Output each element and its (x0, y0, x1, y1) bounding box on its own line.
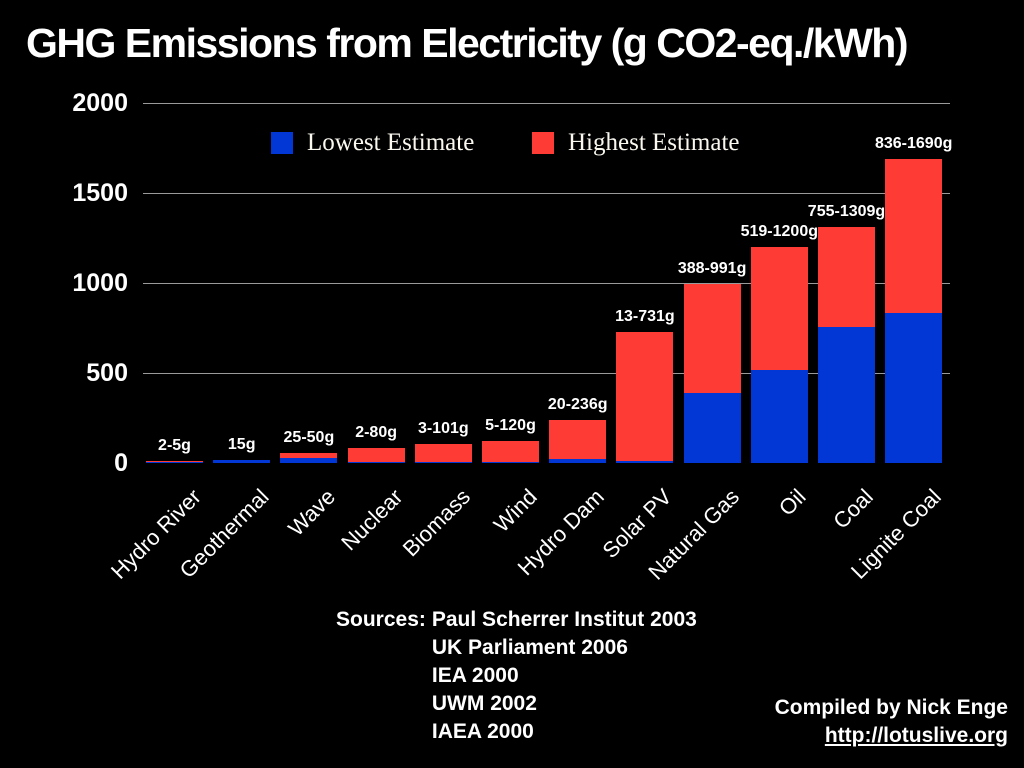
gridline-1500 (143, 193, 950, 194)
source-item: IEA 2000 (431, 664, 519, 687)
bar-value-label-solar-pv: 13-731g (615, 308, 675, 325)
bar-biomass-lowest-segment (414, 462, 472, 463)
bar-lignite-coal-highest-segment (885, 159, 943, 313)
chart-title: GHG Emissions from Electricity (g CO2-eq… (26, 20, 909, 66)
bar-geothermal-lowest-segment (213, 460, 271, 463)
bar-value-label-wave: 25-50g (283, 429, 335, 446)
bar-oil-highest-segment (750, 247, 808, 370)
bar-value-label-hydro-river: 2-5g (158, 437, 191, 454)
bar-wind-highest-segment (482, 441, 539, 462)
bar-nuclear (347, 448, 405, 463)
bar-lignite-coal-lowest-segment (885, 313, 943, 463)
bar-wind (482, 441, 539, 463)
bar-hydro-river-lowest-segment (146, 462, 203, 463)
lotuslive-link[interactable]: http://lotuslive.org (824, 724, 1008, 747)
bar-hydro-river-highest-segment (146, 461, 203, 462)
bar-value-label-lignite-coal: 836-1690g (874, 135, 953, 152)
y-tick-1000: 1000 (72, 269, 128, 297)
category-label-wave: Wave (283, 484, 341, 541)
highest-estimate-swatch (532, 132, 554, 154)
y-tick-0: 0 (114, 449, 128, 477)
bar-solar-pv-highest-segment (616, 332, 674, 461)
y-tick-1500: 1500 (72, 179, 128, 207)
category-label-wind: Wind (489, 484, 543, 538)
gridline-2000 (143, 103, 950, 104)
source-item: Paul Scherrer Institut 2003 (431, 608, 697, 631)
credit-block: Compiled by Nick Enge http://lotuslive.o… (775, 694, 1008, 750)
category-label-nuclear: Nuclear (336, 484, 408, 556)
sources-label: Sources: (336, 608, 426, 631)
bar-lignite-coal (885, 159, 943, 463)
gridline-500 (143, 373, 950, 374)
bar-natural-gas (683, 284, 741, 463)
lowest-estimate-swatch (271, 132, 293, 154)
bar-hydro-river (146, 461, 203, 463)
y-tick-2000: 2000 (72, 89, 128, 117)
category-label-coal: Coal (828, 484, 879, 534)
bar-geothermal (213, 460, 271, 463)
bar-natural-gas-highest-segment (683, 284, 741, 393)
category-label-biomass: Biomass (397, 484, 475, 562)
bar-oil-lowest-segment (750, 370, 808, 463)
gridline-1000 (143, 283, 950, 284)
category-label-oil: Oil (774, 484, 811, 521)
bar-coal-lowest-segment (818, 327, 875, 463)
bar-wave (280, 453, 338, 463)
bar-wave-highest-segment (280, 453, 338, 458)
bar-coal (818, 227, 875, 463)
bar-value-label-natural-gas: 388-991g (677, 260, 747, 277)
credit-line: Compiled by Nick Enge (774, 696, 1008, 719)
bar-hydro-dam-lowest-segment (549, 459, 607, 463)
y-tick-500: 500 (86, 359, 128, 387)
legend-highest: Highest Estimate (532, 129, 740, 157)
bar-hydro-dam (549, 420, 607, 463)
lowest-estimate-label: Lowest Estimate (307, 129, 475, 156)
legend-lowest: Lowest Estimate (271, 129, 474, 157)
bar-solar-pv-lowest-segment (616, 461, 674, 463)
bar-wave-lowest-segment (280, 458, 338, 463)
bar-coal-highest-segment (818, 227, 875, 327)
sources-list: Paul Scherrer Institut 2003 UK Parliamen… (432, 606, 697, 746)
bar-value-label-biomass: 3-101g (417, 420, 469, 437)
bar-value-label-oil: 519-1200g (740, 223, 818, 240)
sources-block: Sources: Paul Scherrer Institut 2003 UK … (336, 606, 697, 746)
bar-value-label-geothermal: 15g (227, 436, 256, 453)
bar-nuclear-highest-segment (347, 448, 405, 462)
source-item: UWM 2002 (431, 692, 537, 715)
bar-solar-pv (616, 332, 674, 463)
bar-natural-gas-lowest-segment (683, 393, 741, 463)
bar-value-label-nuclear: 2-80g (355, 424, 397, 441)
bar-nuclear-lowest-segment (347, 462, 405, 463)
source-item: UK Parliament 2006 (431, 636, 628, 659)
source-item: IAEA 2000 (431, 720, 534, 743)
bar-biomass (414, 444, 472, 463)
bar-value-label-coal: 755-1309g (807, 203, 886, 220)
bar-hydro-dam-highest-segment (549, 420, 607, 459)
bar-value-label-hydro-dam: 20-236g (547, 396, 608, 413)
highest-estimate-label: Highest Estimate (568, 129, 740, 156)
bar-value-label-wind: 5-120g (485, 417, 536, 434)
bar-wind-lowest-segment (482, 462, 539, 463)
bar-oil (750, 247, 808, 463)
bar-biomass-highest-segment (414, 444, 472, 462)
